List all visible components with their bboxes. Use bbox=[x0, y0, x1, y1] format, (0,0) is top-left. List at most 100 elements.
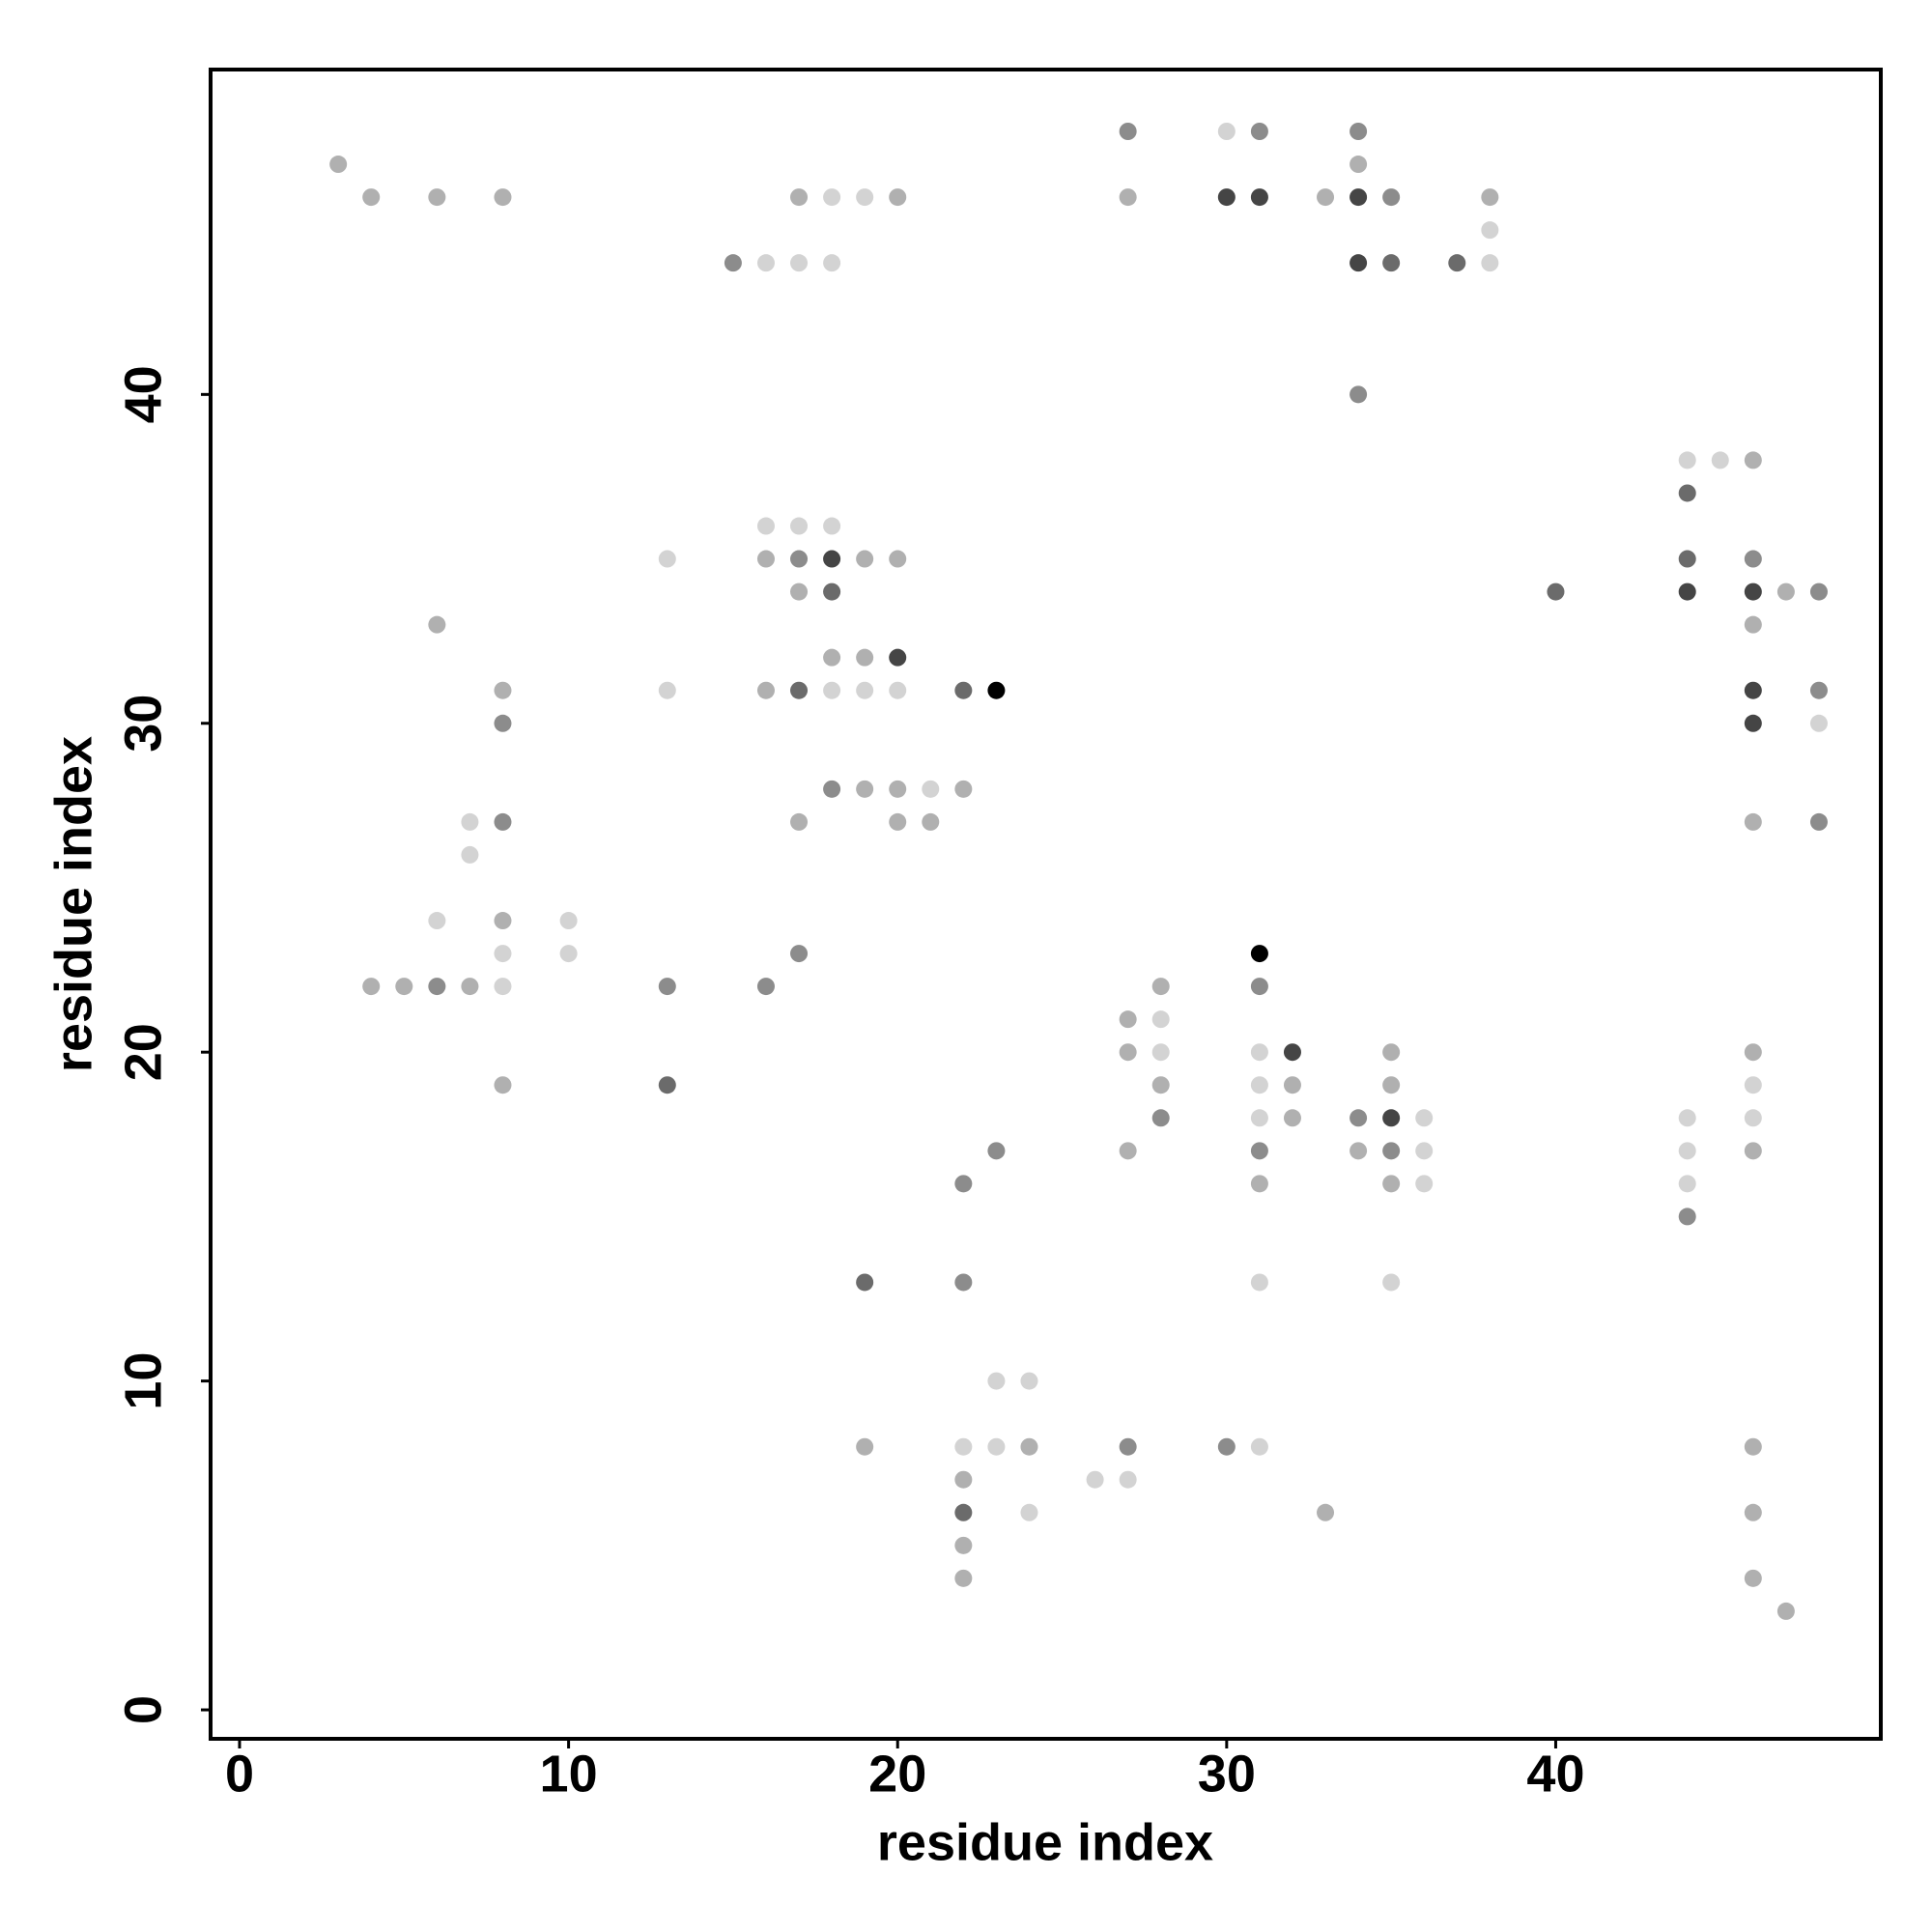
y-tick-label: 10 bbox=[114, 1352, 172, 1410]
point bbox=[1250, 1437, 1268, 1456]
point bbox=[1151, 1076, 1170, 1094]
point bbox=[329, 156, 348, 174]
point bbox=[1151, 978, 1170, 996]
point bbox=[1217, 188, 1236, 207]
point bbox=[1382, 1043, 1401, 1062]
point bbox=[856, 648, 874, 667]
point bbox=[1744, 615, 1762, 634]
point bbox=[790, 517, 809, 535]
x-axis-title: residue index bbox=[877, 1813, 1213, 1871]
x-tick-label: 30 bbox=[1198, 1745, 1256, 1803]
point bbox=[889, 188, 907, 207]
y-tick-label: 30 bbox=[114, 695, 172, 753]
point bbox=[954, 1175, 973, 1193]
point bbox=[1481, 221, 1499, 240]
point bbox=[1744, 1076, 1762, 1094]
point bbox=[1382, 254, 1401, 272]
point bbox=[856, 550, 874, 568]
point bbox=[1809, 681, 1828, 699]
point bbox=[1678, 1208, 1696, 1226]
point bbox=[756, 681, 775, 699]
point bbox=[954, 1273, 973, 1292]
point bbox=[1151, 1043, 1170, 1062]
point bbox=[1350, 188, 1368, 207]
point bbox=[1350, 1109, 1368, 1127]
point bbox=[1678, 550, 1696, 568]
point bbox=[1119, 1010, 1137, 1029]
point bbox=[889, 550, 907, 568]
point bbox=[954, 681, 973, 699]
point bbox=[1350, 123, 1368, 140]
point bbox=[1744, 1569, 1762, 1587]
point bbox=[1415, 1109, 1434, 1127]
point bbox=[494, 1076, 512, 1094]
point bbox=[1744, 1503, 1762, 1521]
point bbox=[428, 188, 446, 207]
point bbox=[987, 1372, 1006, 1390]
point bbox=[1809, 812, 1828, 831]
point bbox=[1744, 1142, 1762, 1160]
point bbox=[790, 550, 809, 568]
point bbox=[889, 681, 907, 699]
point bbox=[1744, 1109, 1762, 1127]
y-tick-label: 20 bbox=[114, 1023, 172, 1081]
point bbox=[790, 582, 809, 601]
x-tick-label: 40 bbox=[1526, 1745, 1584, 1803]
point bbox=[1382, 1175, 1401, 1193]
point bbox=[1250, 1142, 1268, 1160]
point bbox=[494, 714, 512, 732]
point bbox=[1744, 1043, 1762, 1062]
point bbox=[494, 945, 512, 963]
point bbox=[954, 780, 973, 798]
point bbox=[1744, 681, 1762, 699]
point bbox=[922, 780, 940, 798]
point bbox=[756, 517, 775, 535]
point bbox=[494, 681, 512, 699]
point bbox=[1382, 188, 1401, 207]
plot-frame bbox=[209, 68, 1883, 1741]
point bbox=[724, 254, 742, 272]
point bbox=[823, 648, 841, 667]
point bbox=[1020, 1437, 1038, 1456]
point bbox=[1678, 1142, 1696, 1160]
point bbox=[362, 978, 381, 996]
point bbox=[1119, 1470, 1137, 1489]
point bbox=[559, 945, 578, 963]
point bbox=[1481, 254, 1499, 272]
point bbox=[1119, 1142, 1137, 1160]
point bbox=[658, 681, 676, 699]
point bbox=[428, 978, 446, 996]
point bbox=[1448, 254, 1466, 272]
point bbox=[790, 681, 809, 699]
point bbox=[856, 780, 874, 798]
point bbox=[1283, 1076, 1301, 1094]
point bbox=[1119, 1043, 1137, 1062]
point bbox=[1481, 188, 1499, 207]
point bbox=[658, 978, 676, 996]
point bbox=[494, 978, 512, 996]
point bbox=[1250, 1273, 1268, 1292]
point bbox=[1382, 1076, 1401, 1094]
point bbox=[1217, 1437, 1236, 1456]
point bbox=[823, 550, 841, 568]
point bbox=[1776, 1602, 1795, 1620]
point bbox=[461, 978, 479, 996]
point bbox=[856, 681, 874, 699]
y-axis-title: residue index bbox=[44, 736, 102, 1072]
point bbox=[1119, 123, 1137, 140]
point bbox=[889, 648, 907, 667]
point bbox=[1119, 1437, 1137, 1456]
point bbox=[1250, 1076, 1268, 1094]
point bbox=[1020, 1503, 1038, 1521]
point bbox=[823, 517, 841, 535]
point bbox=[954, 1437, 973, 1456]
point bbox=[987, 1142, 1006, 1160]
point bbox=[494, 912, 512, 930]
point bbox=[987, 1437, 1006, 1456]
point bbox=[461, 845, 479, 864]
point bbox=[1020, 1372, 1038, 1390]
point bbox=[362, 188, 381, 207]
point bbox=[1350, 385, 1368, 404]
point bbox=[1250, 123, 1268, 140]
